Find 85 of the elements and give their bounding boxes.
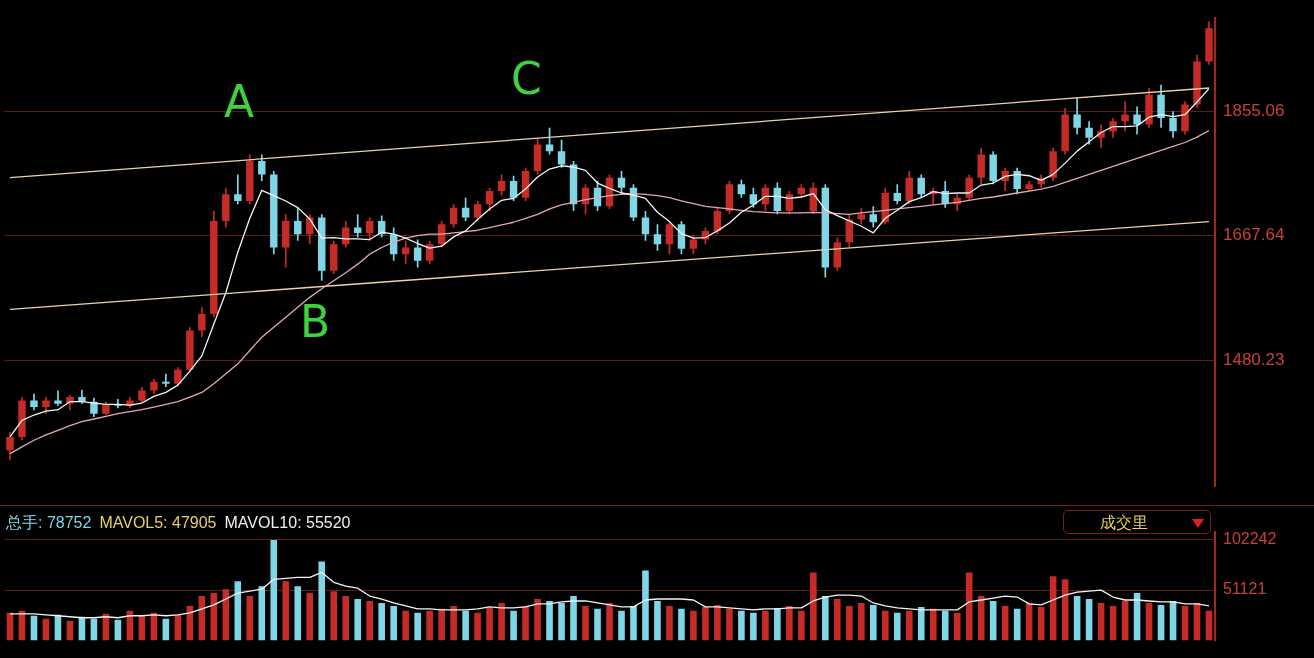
bar [366,600,373,641]
bar [869,604,877,641]
bar [450,605,457,641]
bar [726,608,733,641]
bar [1085,599,1093,641]
y-tick-label: 1855.06 [1223,100,1285,120]
bar [606,602,613,641]
bar [486,607,493,641]
bar [246,596,254,641]
bar [1181,605,1189,641]
text: MAVOL5: 47905 [99,514,217,531]
bar [905,610,913,641]
bar [498,602,505,641]
annotation: C [511,53,542,104]
bar [594,608,601,641]
bar [318,561,326,641]
bar [702,606,709,641]
bar [834,599,841,641]
bar [881,610,889,641]
bar [378,602,385,641]
bar [582,605,589,641]
bar [822,596,829,641]
bar [330,591,338,641]
bar [570,596,577,641]
bar [438,608,445,641]
bar [558,602,565,641]
bar [774,607,781,641]
bar [522,605,529,641]
text: 总手: 78752 [6,514,92,531]
bar [426,610,433,641]
bar [474,612,481,641]
bar [690,610,697,641]
y-tick-label: 1480.23 [1223,350,1285,370]
text: MAVOL10: 55520 [224,514,351,531]
bar [270,539,278,641]
dropdown-field: 成交里 [1063,510,1211,534]
bar [846,605,853,641]
bar [390,605,397,641]
bar [989,600,997,641]
bar [462,610,469,641]
bar [666,605,673,641]
bar [893,612,901,641]
y-tick-label: 1667.64 [1223,225,1285,245]
bar [917,606,925,641]
bar [510,610,517,641]
candlestick [54,390,62,406]
bar [929,608,937,641]
bar [714,604,721,641]
bar [1097,602,1105,641]
bar [1157,604,1165,641]
bar [1109,605,1117,641]
bar [810,572,817,641]
bar [282,581,290,641]
y-tick-label: 102242 [1223,530,1277,548]
bar [858,602,865,641]
bar [402,610,409,641]
bar [965,572,973,641]
bar [762,610,769,641]
bar [1073,596,1081,641]
annotation: B [300,296,331,347]
bar [798,610,805,641]
bar [258,586,266,641]
bar [294,586,302,641]
bar [750,612,757,641]
bar [642,570,649,641]
bar [1037,606,1045,641]
bar [1001,605,1009,641]
bar [414,612,421,641]
bar [618,610,625,641]
bar [738,610,745,641]
bar [953,612,961,641]
bar [342,596,350,641]
bar [1145,602,1153,641]
bar [1121,600,1129,641]
bar [630,605,637,641]
bar [786,605,793,641]
bar [534,599,541,641]
bar [678,608,685,641]
bar [941,610,949,641]
annotation: A [224,76,255,127]
y-tick-label: 51121 [1223,580,1267,598]
bar [306,593,314,641]
bar [546,600,553,641]
bar [354,599,362,641]
bar [654,600,661,641]
